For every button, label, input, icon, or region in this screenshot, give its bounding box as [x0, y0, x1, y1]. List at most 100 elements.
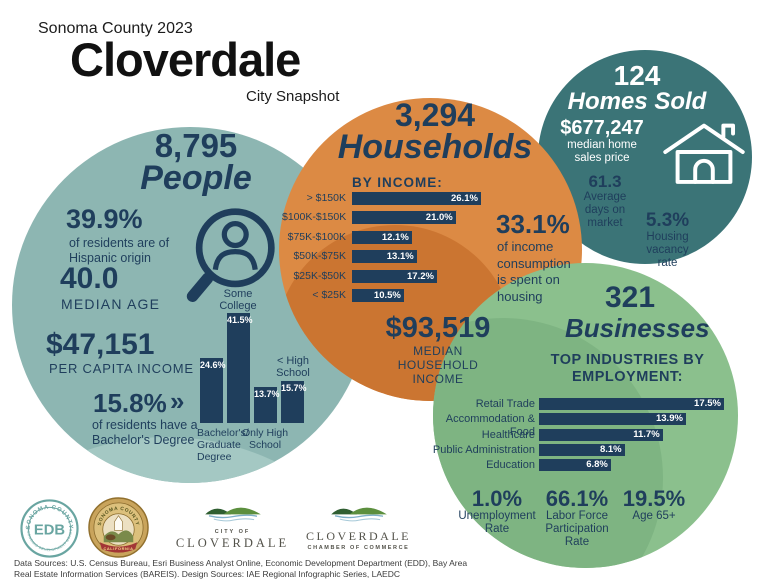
city-logo-line1: CITY OF [214, 529, 251, 535]
region-kicker: Sonoma County 2023 [38, 20, 193, 37]
businesses-value: 321 [604, 281, 656, 314]
industry-row-bar: 6.8% [539, 459, 611, 471]
households-value: 3,294 [394, 97, 476, 133]
income-row-bar: 13.1% [352, 250, 417, 263]
income-row-value: 10.5% [373, 290, 401, 301]
median-price-caption: median home sales price [567, 139, 637, 164]
per-capita-income-value: $47,151 [46, 328, 155, 361]
sources-line1: Data Sources: U.S. Census Bureau, Esri B… [14, 558, 468, 568]
edb-logo-icon: SONOMA COUNTY ECONOMIC DEVELOPMENT BOARD… [20, 499, 79, 558]
cloverdale-hills-icon [204, 507, 261, 522]
education-bar-value: 41.5% [227, 315, 253, 326]
education-bar-value: 24.6% [200, 359, 226, 370]
income-row-label: $50K-$75K [293, 250, 346, 262]
hispanic-caption: of residents are of Hispanic origin [69, 236, 170, 265]
industry-row-label: Retail Trade [475, 398, 535, 410]
cloverdale-hills-icon [330, 507, 387, 522]
education-bar-label: < High School [276, 355, 310, 379]
industry-row-bar: 8.1% [539, 444, 625, 456]
education-bar: 24.6% [200, 357, 226, 423]
income-row-bar: 10.5% [352, 289, 404, 302]
hispanic-value: 39.9% [66, 204, 143, 234]
education-bar-value: 15.7% [281, 383, 307, 394]
chamber-logo-line1: CLOVERDALE [306, 529, 411, 543]
industry-row-bar: 17.5% [539, 398, 724, 410]
industry-row-value: 17.5% [694, 398, 721, 409]
population-value: 8,795 [154, 127, 238, 164]
labor-force-caption: Labor Force Participation Rate [545, 510, 609, 548]
days-on-market-caption: Average days on market [583, 191, 627, 229]
income-row-bar: 26.1% [352, 192, 481, 205]
income-row-bar: 12.1% [352, 231, 412, 244]
age-65-caption: Age 65+ [632, 510, 676, 522]
sources-line2: Real Estate Information Services (BAREIS… [14, 568, 400, 579]
income-row-label: $100K-$150K [282, 211, 347, 223]
median-income-value: $93,519 [385, 312, 491, 344]
education-bar-label: Some College [219, 288, 257, 312]
housing-cost-value: 33.1% [496, 209, 570, 239]
income-row-bar: 21.0% [352, 211, 456, 224]
income-row-label: $75K-$100K [287, 231, 346, 243]
unemployment-caption: Unemployment Rate [458, 510, 536, 535]
labor-force-value: 66.1% [545, 486, 609, 511]
households-label: Households [337, 128, 533, 166]
industries-chart-title: TOP INDUSTRIES BY EMPLOYMENT: [550, 352, 705, 385]
income-row-value: 26.1% [450, 193, 478, 204]
vacancy-value: 5.3% [645, 210, 690, 231]
house-icon [663, 123, 745, 184]
industry-row-bar: 11.7% [539, 429, 663, 441]
median-income-label: MEDIAN HOUSEHOLD INCOME [397, 344, 479, 386]
city-of-cloverdale-logo: CITY OF CLOVERDALE [175, 500, 290, 551]
chevron-right-icon: » [170, 386, 185, 416]
bachelors-caption: of residents have a Bachelor's Degree [92, 418, 198, 447]
vacancy-caption: Housing vacancy rate [646, 231, 689, 269]
sonoma-county-seal-icon: SONOMA COUNTY CALIFORNIA [88, 497, 149, 558]
homes-sold-value: 124 [613, 60, 661, 91]
population-magnifier-icon [186, 208, 275, 302]
population-label: People [140, 159, 252, 197]
income-row-value: 13.1% [386, 251, 414, 262]
education-bar: 41.5% [227, 313, 253, 423]
page-subtitle: City Snapshot [246, 88, 340, 105]
median-age-label: MEDIAN AGE [61, 296, 161, 312]
days-on-market-value: 61.3 [588, 172, 622, 191]
city-logo-line2: CLOVERDALE [175, 536, 290, 550]
education-bar-label: Bachelor's/ Graduate Degree [197, 427, 249, 463]
industry-row-label: Healthcare [481, 429, 535, 441]
education-bar-value: 13.7% [254, 388, 280, 399]
income-row-value: 12.1% [381, 232, 409, 243]
industry-row-bar: 13.9% [539, 413, 686, 425]
industry-row-label: Education [486, 459, 535, 471]
income-row-bar: 17.2% [352, 270, 437, 283]
bachelors-value: 15.8% [93, 388, 167, 418]
industry-row-value: 11.7% [633, 429, 660, 440]
age-65-value: 19.5% [622, 486, 686, 511]
svg-text:CALIFORNIA: CALIFORNIA [103, 546, 133, 551]
income-row-value: 21.0% [425, 212, 453, 223]
industry-row-label: Accommodation & Food [445, 413, 535, 438]
median-price-value: $677,247 [560, 117, 644, 139]
page-title: Cloverdale [70, 33, 301, 86]
median-age-value: 40.0 [60, 262, 119, 295]
housing-cost-caption: of income consumption is spent on housin… [497, 239, 571, 304]
unemployment-value: 1.0% [471, 486, 523, 511]
income-chart-title: BY INCOME: [352, 175, 443, 190]
income-row-label: < $25K [312, 289, 346, 301]
income-row-value: 17.2% [407, 271, 434, 282]
svg-text:EDB: EDB [34, 522, 65, 538]
per-capita-income-label: PER CAPITA INCOME [49, 361, 194, 376]
homes-sold-label: Homes Sold [567, 88, 707, 115]
businesses-label: Businesses [565, 313, 710, 343]
chamber-of-commerce-logo: CLOVERDALE CHAMBER OF COMMERCE [296, 500, 421, 551]
income-row-label: $25K-$50K [293, 270, 346, 282]
income-row-label: > $150K [306, 192, 346, 204]
education-bar-label: Only High School [241, 427, 289, 451]
education-bar: 13.7% [254, 386, 280, 423]
education-bar: 15.7% [281, 381, 307, 423]
chamber-logo-line2: CHAMBER OF COMMERCE [307, 545, 410, 551]
industry-row-value: 13.9% [655, 413, 683, 424]
industry-row-value: 6.8% [586, 459, 608, 470]
industry-row-value: 8.1% [599, 444, 622, 455]
industry-row-label: Public Administration [432, 444, 535, 456]
